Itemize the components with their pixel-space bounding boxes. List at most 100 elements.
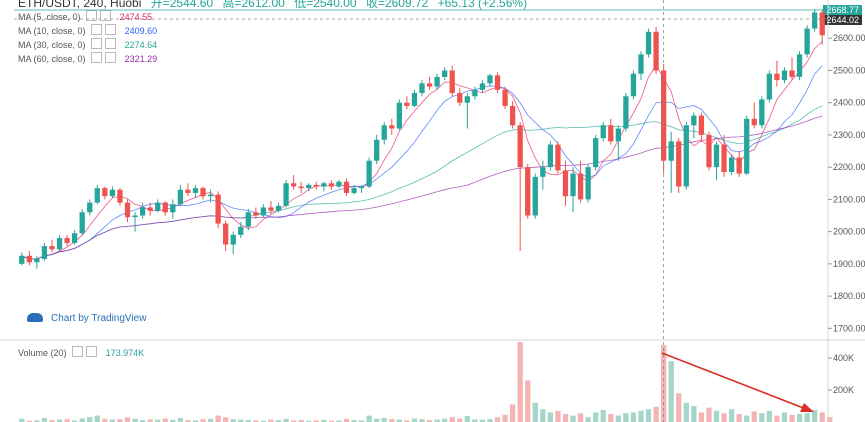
candle-body xyxy=(562,170,569,197)
high-value: 高=2612.00 xyxy=(222,0,285,10)
settings-icon[interactable] xyxy=(91,24,103,35)
legend-ma30[interactable]: MA (30, close, 0) 2274.64 xyxy=(18,38,157,50)
candle-body xyxy=(389,125,395,129)
last-price-box: 2668.77 xyxy=(823,5,862,15)
volume-bar xyxy=(185,420,191,422)
candle-body xyxy=(343,181,350,193)
volume-bar xyxy=(472,419,478,422)
legend-ma10-label: MA (10, close, 0) xyxy=(18,26,86,36)
settings-icon[interactable] xyxy=(72,346,84,357)
candle-body xyxy=(117,189,123,203)
volume-bar xyxy=(192,420,199,422)
volume-bar xyxy=(698,412,705,422)
volume-bar xyxy=(653,406,659,422)
volume-tick-label: 400K xyxy=(833,353,854,363)
tradingview-logo-icon xyxy=(27,313,43,322)
legend-volume[interactable]: Volume (20) 173.974K xyxy=(18,346,144,358)
volume-bar xyxy=(41,418,48,422)
candle-body xyxy=(19,255,25,264)
candle-body xyxy=(744,118,750,174)
volume-bar xyxy=(102,418,108,422)
candle-body xyxy=(41,246,48,260)
candle-body xyxy=(26,255,32,263)
close-icon[interactable] xyxy=(86,346,98,357)
candle-body xyxy=(147,207,153,211)
candle-body xyxy=(124,202,131,218)
settings-icon[interactable] xyxy=(91,52,103,63)
close-icon[interactable] xyxy=(105,38,117,49)
volume-bar xyxy=(464,415,470,422)
candle-body xyxy=(698,115,705,135)
volume-bar xyxy=(608,414,614,422)
legend-volume-value: 173.974K xyxy=(105,348,145,358)
volume-bar xyxy=(298,420,304,422)
candle-body xyxy=(404,102,410,106)
candle-body xyxy=(713,144,720,168)
volume-bar xyxy=(177,418,183,422)
candle-body xyxy=(426,83,433,87)
volume-bar xyxy=(676,393,682,422)
candle-body xyxy=(487,75,493,84)
volume-bar xyxy=(313,420,319,422)
candle-body xyxy=(238,226,244,235)
candle-body xyxy=(728,157,735,172)
volume-bar xyxy=(162,418,168,422)
volume-bar xyxy=(555,410,561,422)
volume-bar xyxy=(517,342,523,422)
candle-body xyxy=(34,259,40,263)
close-icon[interactable] xyxy=(100,10,112,21)
price-tick-label: 2000.00 xyxy=(833,227,865,237)
candle-body xyxy=(336,181,342,187)
volume-bar xyxy=(155,419,161,422)
legend-ma10[interactable]: MA (10, close, 0) 2409.60 xyxy=(18,24,157,36)
volume-bar xyxy=(351,420,357,422)
legend-ma60[interactable]: MA (60, close, 0) 2321.29 xyxy=(18,52,157,64)
candle-body xyxy=(464,96,470,103)
legend-ma5[interactable]: MA (5, close, 0) 2474.55 xyxy=(18,10,152,22)
volume-bar xyxy=(321,419,327,422)
volume-bar xyxy=(404,420,410,422)
volume-bar xyxy=(132,418,138,422)
candle-body xyxy=(313,184,319,187)
trend-arrow-line xyxy=(661,352,807,410)
candle-body xyxy=(290,183,297,187)
candle-body xyxy=(64,238,70,243)
candle-body xyxy=(676,141,682,187)
candle-body xyxy=(139,207,146,216)
candle-body xyxy=(577,173,584,200)
candle-body xyxy=(585,167,591,200)
candle-body xyxy=(253,212,259,216)
volume-bar xyxy=(744,415,750,422)
candle-body xyxy=(396,102,402,129)
volume-bar xyxy=(706,407,712,422)
close-icon[interactable] xyxy=(105,24,117,35)
volume-bar xyxy=(691,406,697,422)
trend-arrow-head xyxy=(800,403,814,412)
candle-body xyxy=(593,138,599,168)
volume-bar xyxy=(366,415,372,422)
tradingview-watermark[interactable]: Chart by TradingView xyxy=(27,313,146,324)
candle-body xyxy=(540,167,546,177)
candle-body xyxy=(351,188,357,193)
volume-bar xyxy=(147,419,153,422)
close-icon[interactable] xyxy=(105,52,117,63)
price-tick-label: 2400.00 xyxy=(833,98,865,108)
volume-bar xyxy=(713,410,720,422)
volume-bar xyxy=(728,409,735,422)
settings-icon[interactable] xyxy=(86,10,98,21)
candle-body xyxy=(155,202,161,211)
volume-bar xyxy=(623,413,629,422)
volume-bar xyxy=(343,418,350,422)
volume-bar xyxy=(87,417,93,422)
crosshair-price-box: 2644.02 xyxy=(823,15,862,25)
volume-bar xyxy=(328,420,335,422)
candle-body xyxy=(721,144,727,172)
candle-body xyxy=(653,31,659,71)
legend-ma10-value: 2409.60 xyxy=(124,26,158,36)
candle-body xyxy=(781,70,788,81)
volume-tick-label: 200K xyxy=(833,385,854,395)
candle-body xyxy=(177,189,183,205)
volume-bar xyxy=(238,419,244,422)
settings-icon[interactable] xyxy=(91,38,103,49)
